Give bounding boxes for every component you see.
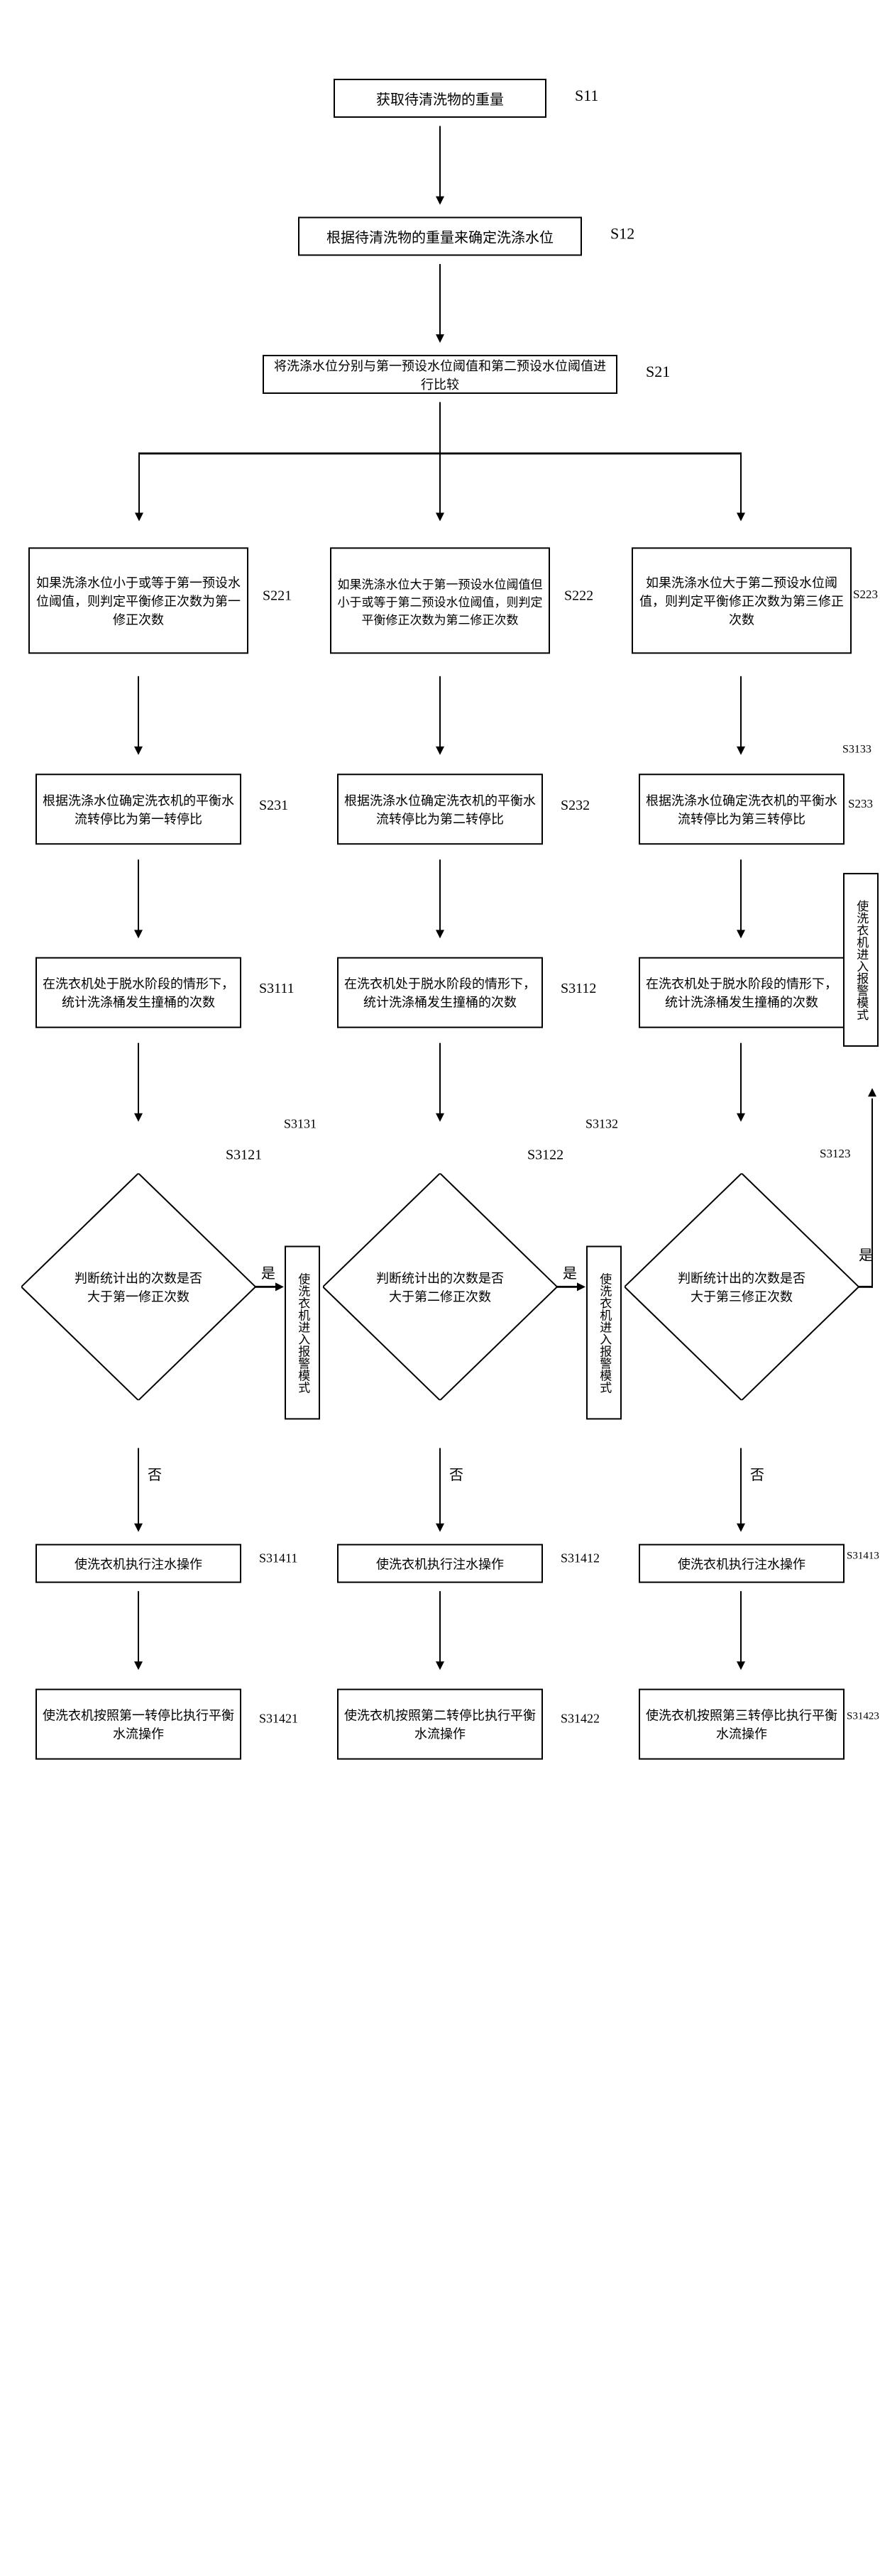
v2-s31411: 使洗衣机执行注水操作 [35,1544,241,1583]
v2-label-s232: S232 [561,798,590,814]
v2-s31412: 使洗衣机执行注水操作 [337,1544,543,1583]
v2-label-s3121: S3121 [226,1147,262,1164]
v2-s3112-text: 在洗衣机处于脱水阶段的情形下，统计洗涤桶发生撞桶的次数 [344,974,536,1011]
v2-s232: 根据洗涤水位确定洗衣机的平衡水流转停比为第二转停比 [337,774,543,844]
v2-s31421-text: 使洗衣机按照第一转停比执行平衡水流操作 [43,1706,234,1743]
v2-s3111-text: 在洗衣机处于脱水阶段的情形下，统计洗涤桶发生撞桶的次数 [43,974,234,1011]
v2-s223: 如果洗涤水位大于第二预设水位阈值，则判定平衡修正次数为第三修正次数 [632,547,852,654]
v2-s3113-text: 在洗衣机处于脱水阶段的情形下，统计洗涤桶发生撞桶的次数 [646,974,837,1011]
v2-s223-text: 如果洗涤水位大于第二预设水位阈值，则判定平衡修正次数为第三修正次数 [639,573,845,628]
v2-s31413-text: 使洗衣机执行注水操作 [678,1554,805,1573]
v2-s3132: 使洗衣机进入报警模式 [586,1245,622,1419]
v2-s3132-text: 使洗衣机进入报警模式 [597,1272,611,1393]
v2-label-s222: S222 [564,588,593,604]
v2-s221: 如果洗涤水位小于或等于第一预设水位阈值，则判定平衡修正次数为第一修正次数 [28,547,248,654]
v2-label-s223: S223 [853,588,878,602]
v2-label-s3133: S3133 [842,743,871,756]
v2-label-s3131: S3131 [284,1117,317,1132]
v2-label-s21: S21 [646,363,670,381]
v2-yes3: 是 [859,1244,873,1265]
v2-label-s3123: S3123 [820,1147,850,1161]
v2-s3133-text: 使洗衣机进入报警模式 [854,900,868,1020]
v2-no2: 否 [449,1463,463,1484]
v2-s11-text: 获取待清洗物的重量 [376,88,504,109]
v2-label-s3122: S3122 [527,1147,563,1164]
v2-box-s11: 获取待清洗物的重量 [334,79,546,118]
flowchart-v2: 获取待清洗物的重量 S11 根据待清洗物的重量来确定洗涤水位 S12 将洗涤水位… [0,0,880,2576]
v2-d3122: 判断统计出的次数是否大于第二修正次数 [323,1173,557,1400]
v2-label-s31413: S31413 [847,1551,879,1563]
v2-yes2: 是 [563,1262,577,1282]
v2-box-s21: 将洗涤水位分别与第一预设水位阈值和第二预设水位阈值进行比较 [263,355,617,394]
v2-s3111: 在洗衣机处于脱水阶段的情形下，统计洗涤桶发生撞桶的次数 [35,957,241,1028]
v2-label-s3111: S3111 [259,981,295,997]
v2-s221-text: 如果洗涤水位小于或等于第一预设水位阈值，则判定平衡修正次数为第一修正次数 [35,573,241,628]
v2-label-s31422: S31422 [561,1711,600,1726]
v2-s21-text: 将洗涤水位分别与第一预设水位阈值和第二预设水位阈值进行比较 [270,356,610,393]
v2-s3131-text: 使洗衣机进入报警模式 [295,1272,309,1393]
v2-s31422: 使洗衣机按照第二转停比执行平衡水流操作 [337,1689,543,1760]
v2-s31422-text: 使洗衣机按照第二转停比执行平衡水流操作 [344,1706,536,1743]
v2-label-s12: S12 [610,224,634,243]
v2-s3133: 使洗衣机进入报警模式 [843,873,879,1047]
v2-s3112: 在洗衣机处于脱水阶段的情形下，统计洗涤桶发生撞桶的次数 [337,957,543,1028]
v2-d3123: 判断统计出的次数是否大于第三修正次数 [625,1173,859,1400]
v2-no1: 否 [148,1463,162,1484]
v2-label-s231: S231 [259,798,288,814]
v2-s231: 根据洗涤水位确定洗衣机的平衡水流转停比为第一转停比 [35,774,241,844]
v2-label-s31423: S31423 [847,1710,879,1722]
v2-s31411-text: 使洗衣机执行注水操作 [75,1554,202,1573]
v2-s31423: 使洗衣机按照第三转停比执行平衡水流操作 [639,1689,845,1760]
v2-s31412-text: 使洗衣机执行注水操作 [376,1554,504,1573]
v2-s31413: 使洗衣机执行注水操作 [639,1544,845,1583]
v2-label-s221: S221 [263,588,292,604]
v2-s31421: 使洗衣机按照第一转停比执行平衡水流操作 [35,1689,241,1760]
v2-label-s3132: S3132 [585,1117,618,1132]
v2-s233: 根据洗涤水位确定洗衣机的平衡水流转停比为第三转停比 [639,774,845,844]
v2-s31423-text: 使洗衣机按照第三转停比执行平衡水流操作 [646,1706,837,1743]
v2-s222: 如果洗涤水位大于第一预设水位阈值但小于或等于第二预设水位阈值，则判定平衡修正次数… [330,547,550,654]
v2-s232-text: 根据洗涤水位确定洗衣机的平衡水流转停比为第二转停比 [344,791,536,827]
v2-box-s12: 根据待清洗物的重量来确定洗涤水位 [298,216,582,255]
v2-s3113: 在洗衣机处于脱水阶段的情形下，统计洗涤桶发生撞桶的次数 [639,957,845,1028]
v2-s3131: 使洗衣机进入报警模式 [285,1245,320,1419]
v2-yes1: 是 [261,1262,275,1282]
v2-d3121-text: 判断统计出的次数是否大于第一修正次数 [21,1173,255,1400]
v2-no3: 否 [750,1463,764,1484]
v2-label-s31421: S31421 [259,1711,298,1726]
v2-d3123-text: 判断统计出的次数是否大于第三修正次数 [625,1173,859,1400]
v2-s12-text: 根据待清洗物的重量来确定洗涤水位 [326,226,554,246]
v2-s233-text: 根据洗涤水位确定洗衣机的平衡水流转停比为第三转停比 [646,791,837,827]
v2-s222-text: 如果洗涤水位大于第一预设水位阈值但小于或等于第二预设水位阈值，则判定平衡修正次数… [337,574,543,627]
v2-label-s233: S233 [848,797,873,811]
v2-d3121: 判断统计出的次数是否大于第一修正次数 [21,1173,255,1400]
v2-label-s31411: S31411 [259,1551,297,1566]
v2-d3122-text: 判断统计出的次数是否大于第二修正次数 [323,1173,557,1400]
v2-s231-text: 根据洗涤水位确定洗衣机的平衡水流转停比为第一转停比 [43,791,234,827]
v2-label-s31412: S31412 [561,1551,600,1566]
v2-label-s3112: S3112 [561,981,596,997]
v2-label-s11: S11 [575,87,598,105]
